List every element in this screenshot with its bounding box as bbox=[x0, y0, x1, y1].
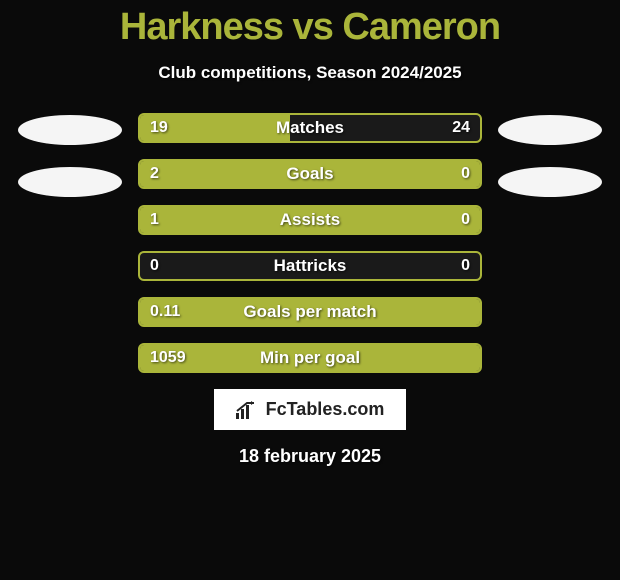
stats-area: 19 24 Matches 2 0 Goals 1 0 Assists 0 0 Hattricks 0.… bbox=[0, 113, 620, 373]
bar-label: Goals per match bbox=[243, 302, 376, 322]
bar-value-left: 1059 bbox=[150, 349, 186, 367]
stat-bar: 1 0 Assists bbox=[138, 205, 482, 235]
bar-label: Hattricks bbox=[274, 256, 347, 276]
bar-label: Matches bbox=[276, 118, 344, 138]
subtitle: Club competitions, Season 2024/2025 bbox=[158, 63, 461, 83]
bar-value-left: 0.11 bbox=[150, 303, 180, 321]
bar-label: Min per goal bbox=[260, 348, 360, 368]
right-crest-2 bbox=[498, 167, 602, 197]
stat-bar: 19 24 Matches bbox=[138, 113, 482, 143]
bar-value-left: 19 bbox=[150, 119, 168, 137]
comparison-bars: 19 24 Matches 2 0 Goals 1 0 Assists 0 0 Hattricks 0.… bbox=[138, 113, 482, 373]
comparison-card: Harkness vs Cameron Club competitions, S… bbox=[0, 0, 620, 580]
brand-text: FcTables.com bbox=[266, 399, 385, 420]
stat-bar: 0.11 Goals per match bbox=[138, 297, 482, 327]
left-crest-2 bbox=[18, 167, 122, 197]
bar-label: Assists bbox=[280, 210, 340, 230]
bar-left-fill bbox=[140, 207, 405, 233]
page-title: Harkness vs Cameron bbox=[120, 6, 500, 49]
left-crest-1 bbox=[18, 115, 122, 145]
bar-value-right: 0 bbox=[461, 257, 470, 275]
stat-bar: 0 0 Hattricks bbox=[138, 251, 482, 281]
bar-value-left: 1 bbox=[150, 211, 159, 229]
right-crest-1 bbox=[498, 115, 602, 145]
stat-bar: 1059 Min per goal bbox=[138, 343, 482, 373]
bar-value-right: 24 bbox=[452, 119, 470, 137]
date-text: 18 february 2025 bbox=[239, 446, 381, 467]
bar-value-left: 0 bbox=[150, 257, 159, 275]
right-crest-column bbox=[498, 115, 602, 197]
bar-label: Goals bbox=[286, 164, 333, 184]
bar-value-right: 0 bbox=[461, 211, 470, 229]
left-crest-column bbox=[18, 115, 122, 197]
stat-bar: 2 0 Goals bbox=[138, 159, 482, 189]
chart-icon bbox=[236, 401, 258, 419]
bar-left-fill bbox=[140, 161, 405, 187]
bar-value-right: 0 bbox=[461, 165, 470, 183]
bar-value-left: 2 bbox=[150, 165, 159, 183]
brand-badge: FcTables.com bbox=[214, 389, 407, 430]
